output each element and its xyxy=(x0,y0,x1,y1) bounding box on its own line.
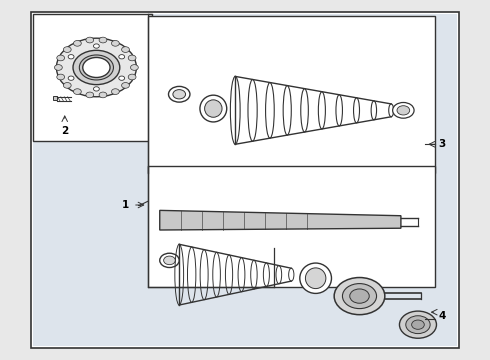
Circle shape xyxy=(68,55,74,59)
Circle shape xyxy=(406,316,430,334)
Circle shape xyxy=(399,311,437,338)
Bar xyxy=(33,14,457,346)
Circle shape xyxy=(128,74,136,80)
Circle shape xyxy=(173,90,186,99)
Circle shape xyxy=(99,92,107,98)
Circle shape xyxy=(94,87,99,91)
Circle shape xyxy=(68,76,74,80)
Circle shape xyxy=(334,278,385,315)
Polygon shape xyxy=(160,210,401,230)
Circle shape xyxy=(54,64,62,70)
Circle shape xyxy=(130,64,138,70)
Bar xyxy=(147,166,435,287)
Circle shape xyxy=(412,320,424,329)
Text: 2: 2 xyxy=(61,126,68,136)
Ellipse shape xyxy=(205,100,222,117)
Circle shape xyxy=(86,37,94,43)
Circle shape xyxy=(99,37,107,43)
Circle shape xyxy=(63,47,71,53)
Ellipse shape xyxy=(300,263,331,293)
Circle shape xyxy=(119,55,124,59)
Bar xyxy=(30,12,460,348)
Circle shape xyxy=(397,106,410,115)
Circle shape xyxy=(160,253,179,267)
Text: 1: 1 xyxy=(122,200,129,210)
Circle shape xyxy=(112,89,119,94)
Circle shape xyxy=(63,82,71,88)
Circle shape xyxy=(94,44,99,48)
Circle shape xyxy=(57,74,65,80)
Circle shape xyxy=(112,40,119,46)
Circle shape xyxy=(74,89,81,94)
Bar xyxy=(33,14,152,141)
Text: 4: 4 xyxy=(439,311,446,321)
Circle shape xyxy=(343,284,376,309)
Circle shape xyxy=(83,58,110,77)
Circle shape xyxy=(56,38,136,97)
Circle shape xyxy=(128,55,136,61)
Circle shape xyxy=(169,86,190,102)
Circle shape xyxy=(122,82,129,88)
Circle shape xyxy=(73,50,120,85)
Circle shape xyxy=(350,289,369,303)
Bar xyxy=(147,16,435,173)
Circle shape xyxy=(79,55,114,80)
Circle shape xyxy=(122,47,129,53)
Circle shape xyxy=(392,103,414,118)
Circle shape xyxy=(86,92,94,98)
Text: 3: 3 xyxy=(439,139,446,149)
Circle shape xyxy=(74,40,81,46)
Bar xyxy=(52,96,57,100)
Circle shape xyxy=(164,256,175,265)
Ellipse shape xyxy=(305,268,326,289)
Circle shape xyxy=(119,76,124,80)
Ellipse shape xyxy=(200,95,227,122)
Circle shape xyxy=(57,55,65,61)
